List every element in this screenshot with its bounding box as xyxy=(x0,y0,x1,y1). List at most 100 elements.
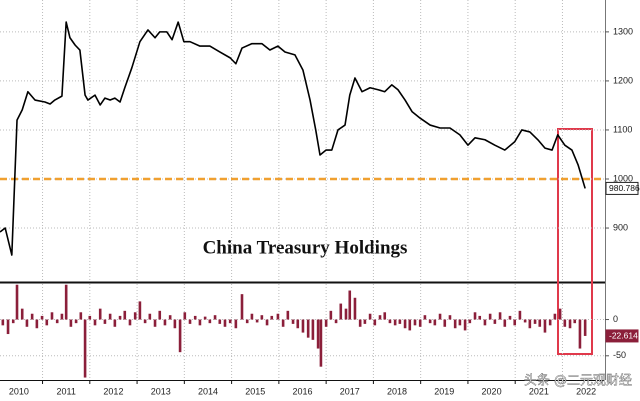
bar xyxy=(25,319,29,327)
bar xyxy=(250,313,254,320)
bar xyxy=(291,319,295,324)
bar xyxy=(40,315,44,320)
bar xyxy=(281,319,285,327)
bar xyxy=(133,312,137,320)
x-tick-label: 2022 xyxy=(576,386,596,396)
x-tick-label: 2013 xyxy=(151,386,171,396)
bar xyxy=(118,315,122,320)
bar xyxy=(438,313,442,320)
bar xyxy=(483,319,487,326)
bar xyxy=(218,319,222,324)
bar xyxy=(208,319,212,324)
bar xyxy=(578,319,582,349)
x-tick-label: 2010 xyxy=(9,386,29,396)
bar xyxy=(473,312,477,320)
bar xyxy=(60,313,64,320)
bar xyxy=(64,284,68,320)
bar xyxy=(573,319,577,324)
bar xyxy=(11,319,15,324)
bar xyxy=(498,312,502,320)
bar xyxy=(373,319,377,326)
bar xyxy=(543,319,547,333)
bar xyxy=(448,315,452,320)
bar xyxy=(423,315,427,320)
bar xyxy=(245,319,249,324)
bar xyxy=(83,319,87,378)
y-tick-label: 1100 xyxy=(613,124,632,134)
bar xyxy=(344,308,348,320)
bar xyxy=(103,319,107,324)
bar xyxy=(183,312,187,320)
bar xyxy=(223,319,227,327)
bar xyxy=(158,310,162,320)
bar xyxy=(523,319,527,323)
bar xyxy=(413,319,417,326)
bar xyxy=(463,319,467,331)
bar xyxy=(468,319,472,324)
highlight-box xyxy=(557,128,593,355)
bar xyxy=(428,319,432,324)
bar xyxy=(319,319,323,367)
bar xyxy=(30,313,34,320)
bar xyxy=(55,319,59,324)
data-line xyxy=(0,21,586,256)
bar xyxy=(163,319,167,326)
bar xyxy=(528,319,532,329)
x-tick-label: 2017 xyxy=(340,386,360,396)
bar xyxy=(173,319,177,329)
bar xyxy=(548,319,552,326)
bar xyxy=(558,308,562,320)
y-tick-label: 1200 xyxy=(613,75,633,85)
bar xyxy=(378,315,382,320)
bar xyxy=(408,319,412,331)
x-tick-label: 2011 xyxy=(56,386,75,396)
bar xyxy=(488,313,492,320)
bar xyxy=(513,319,517,326)
bar xyxy=(240,294,244,320)
bar xyxy=(368,313,372,320)
bar xyxy=(138,301,142,320)
bar xyxy=(270,315,274,320)
bar xyxy=(358,319,362,327)
bar xyxy=(433,319,437,326)
bar xyxy=(193,315,197,320)
bar xyxy=(228,319,232,324)
x-tick-label: 2016 xyxy=(292,386,312,396)
bar xyxy=(403,319,407,329)
y-tick-label: -50 xyxy=(613,350,626,360)
bar xyxy=(153,319,157,327)
bar xyxy=(6,319,10,335)
bar xyxy=(583,319,587,336)
bar xyxy=(93,319,97,326)
y-tick-label: 0 xyxy=(613,314,618,324)
bar xyxy=(148,313,152,320)
bar xyxy=(1,319,5,326)
bar xyxy=(168,315,172,320)
bar xyxy=(123,310,127,320)
bar xyxy=(255,319,259,323)
bar xyxy=(128,319,132,326)
bar xyxy=(98,308,102,320)
bar xyxy=(311,319,315,340)
bar xyxy=(213,315,217,320)
x-tick-label: 2021 xyxy=(529,386,549,396)
last-value-label: -22.614 xyxy=(609,331,638,341)
bar xyxy=(188,319,192,324)
bar xyxy=(79,312,83,320)
x-tick-label: 2014 xyxy=(198,386,218,396)
bar xyxy=(538,319,542,327)
chart-title: China Treasury Holdings xyxy=(203,237,408,258)
bar xyxy=(143,319,147,324)
x-tick-label: 2015 xyxy=(245,386,265,396)
bar xyxy=(276,313,280,320)
bar xyxy=(503,319,507,327)
bar xyxy=(15,284,19,320)
bar xyxy=(45,319,49,326)
bar xyxy=(453,319,457,329)
bar xyxy=(35,319,39,329)
bar xyxy=(20,308,24,320)
bar xyxy=(563,319,567,327)
bar xyxy=(301,319,305,333)
bar xyxy=(393,319,397,326)
